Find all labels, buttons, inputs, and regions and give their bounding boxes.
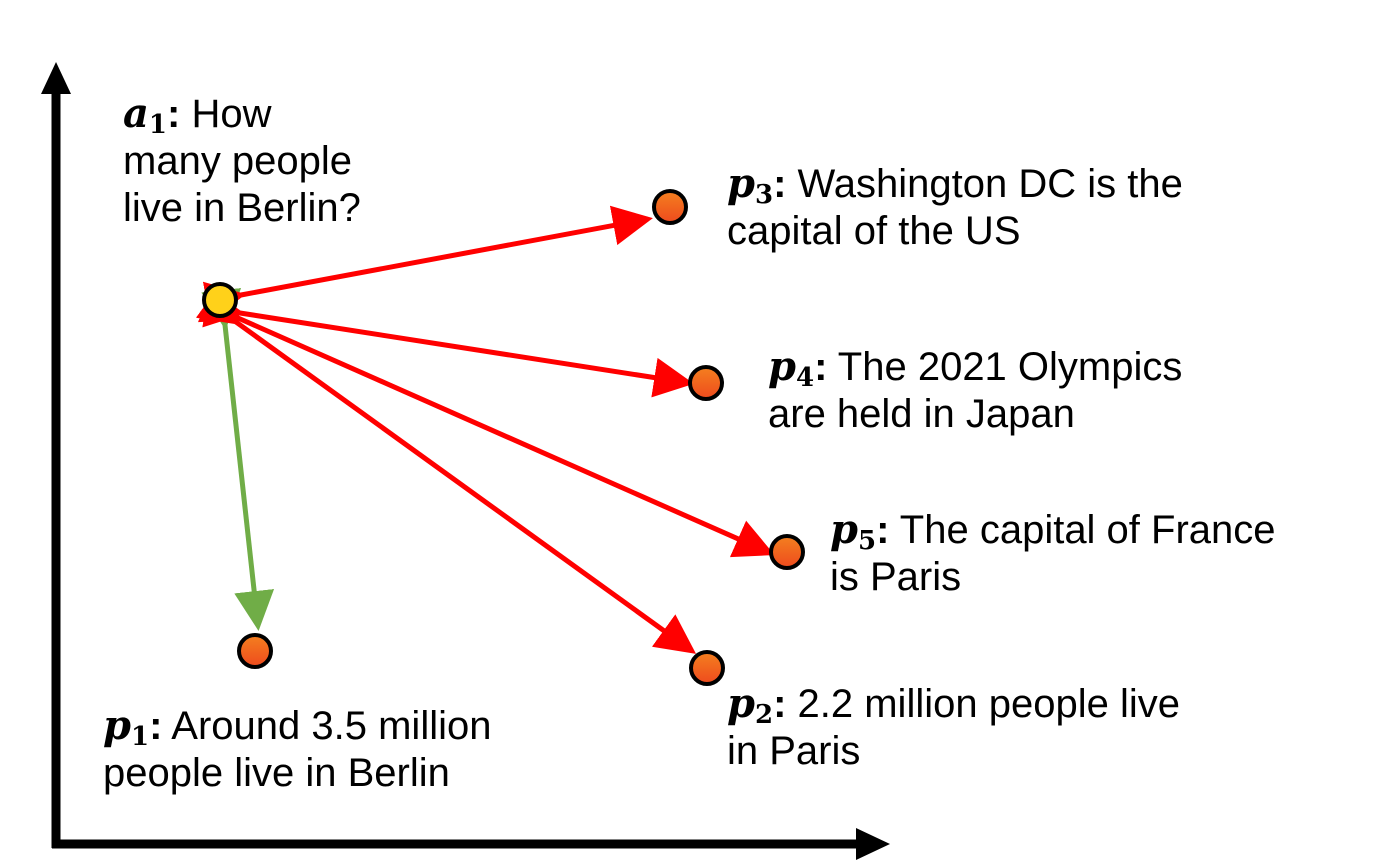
label-p4: p4: The 2021 Olympics are held in Japan (768, 343, 1183, 436)
label-p5-line-1: The capital of France (899, 508, 1276, 552)
label-p4-line-1: The 2021 Olympics (837, 345, 1183, 389)
label-p5-symbol: p5 (830, 506, 877, 556)
node-p4 (688, 365, 724, 401)
label-p2-line-1: 2.2 million people live (797, 682, 1180, 726)
label-a1-line-1: How (191, 92, 272, 136)
label-p1-symbol: p1 (103, 702, 150, 752)
label-p4-symbol: p4 (768, 343, 815, 393)
label-p5-line-2: is Paris (830, 555, 962, 599)
node-a1 (202, 282, 238, 318)
label-p1-line-1: Around 3.5 million (171, 704, 492, 748)
label-p2-line-2: in Paris (727, 729, 861, 773)
edge-a1-p2 (195, 285, 697, 654)
label-p5: p5: The capital of France is Paris (830, 506, 1276, 599)
y-axis-arrowhead (41, 62, 71, 94)
label-p3-line-1: Washington DC is the (797, 162, 1183, 206)
label-p4-line-2: are held in Japan (768, 392, 1075, 436)
edge-a1-p3 (202, 205, 653, 322)
node-p5 (769, 534, 805, 570)
node-p2 (689, 650, 725, 686)
node-p1 (237, 633, 273, 669)
node-p3 (652, 189, 688, 225)
nodes (202, 189, 805, 686)
axes (41, 62, 890, 860)
label-p3-line-2: capital of the US (727, 209, 1021, 253)
label-a1-line-2: many people (123, 139, 353, 183)
label-a1: a1: How many people live in Berlin? (123, 90, 361, 230)
label-p3-symbol: p3 (727, 160, 774, 210)
label-a1-symbol: a1 (123, 90, 168, 140)
label-p1: p1: Around 3.5 million people live in Be… (103, 702, 492, 795)
label-p3: p3: Washington DC is the capital of the … (727, 160, 1183, 253)
label-a1-line-3: live in Berlin? (123, 186, 361, 230)
x-axis-arrowhead (856, 828, 890, 860)
label-p2: p2: 2.2 million people live in Paris (727, 680, 1180, 773)
edges (195, 205, 775, 654)
edge-a1-p1 (201, 288, 275, 631)
label-p1-line-2: people live in Berlin (103, 751, 450, 795)
label-p2-symbol: p2 (727, 680, 774, 730)
